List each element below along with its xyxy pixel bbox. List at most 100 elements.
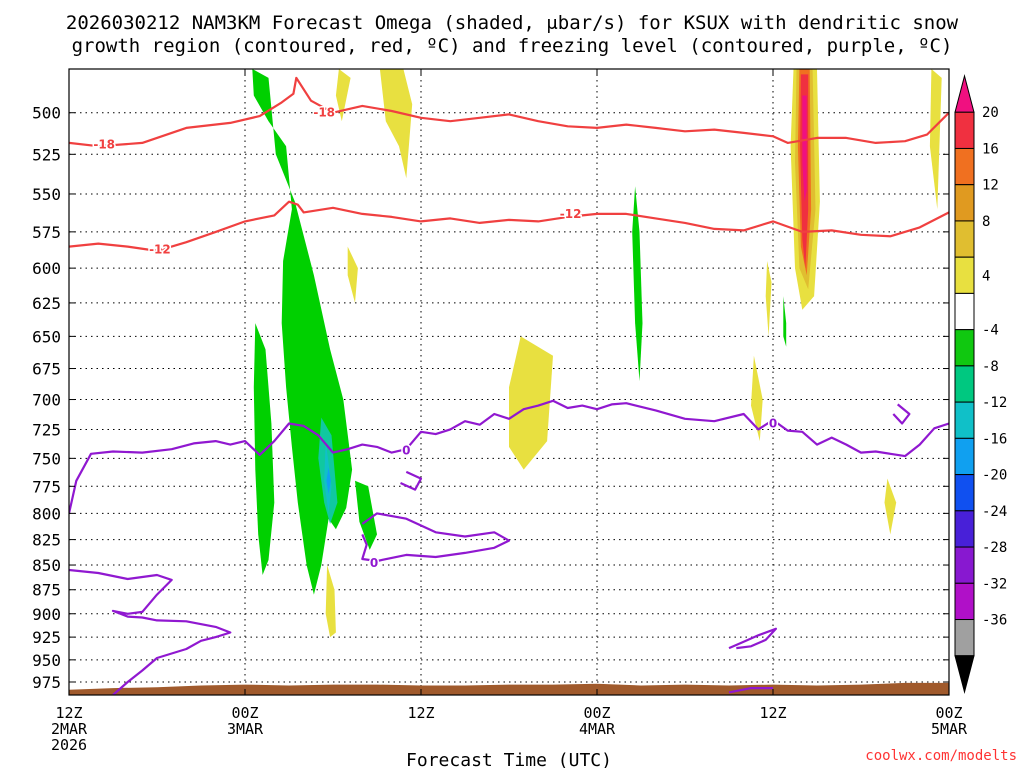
colorbar-swatch xyxy=(954,619,975,657)
temperature-contours: -18 -18 -12 -12 0 0 0 xyxy=(69,76,949,695)
y-tick-label: 600 xyxy=(32,259,61,278)
contour-label: 0 xyxy=(402,443,410,457)
y-tick-label: 725 xyxy=(32,420,61,439)
contour-label: -18 xyxy=(313,106,335,120)
omega-region-yellow xyxy=(347,246,358,303)
y-axis-ticks: 500 525 550 575 600 625 650 675 700 725 750 775 800 8… xyxy=(32,104,949,692)
x-tick-label: 4MAR xyxy=(579,720,616,738)
y-tick-label: 675 xyxy=(32,360,61,379)
colorbar-label: -32 xyxy=(982,576,1007,592)
contour-label: -12 xyxy=(149,242,171,256)
y-tick-label: 575 xyxy=(32,223,61,242)
y-tick-label: 825 xyxy=(32,531,61,550)
x-tick-label: 00Z xyxy=(935,704,962,722)
contour-line xyxy=(361,512,511,563)
x-tick-label: 2MAR xyxy=(51,720,88,738)
omega-region-yellow xyxy=(929,69,942,210)
colorbar-swatch xyxy=(954,546,975,584)
colorbar-label: -16 xyxy=(982,431,1007,447)
omega-region-magenta xyxy=(802,95,807,202)
y-tick-label: 550 xyxy=(32,185,61,204)
x-tick-label: 12Z xyxy=(55,704,82,722)
y-tick-label: 775 xyxy=(32,477,61,496)
omega-region-yellow xyxy=(325,565,336,638)
x-tick-label: 00Z xyxy=(583,704,610,722)
plot-area: -18 -18 -12 -12 0 0 0 xyxy=(68,68,950,696)
y-tick-label: 900 xyxy=(32,605,61,624)
x-tick-label: 12Z xyxy=(759,704,786,722)
x-tick-label: 12Z xyxy=(407,704,434,722)
contour-line xyxy=(69,399,949,514)
colorbar-label: 20 xyxy=(982,105,999,121)
colorbar-label: 12 xyxy=(982,178,999,194)
omega-shading xyxy=(252,69,942,638)
x-tick-label: 5MAR xyxy=(931,720,968,738)
colorbar-swatch xyxy=(954,256,975,294)
contour-line xyxy=(400,470,423,491)
colorbar-label: -36 xyxy=(982,613,1007,629)
colorbar: 20 16 12 8 4 -4 -8 -12 -16 -20 -24 -28 -32 -36 xyxy=(954,74,1007,694)
x-tick-label: 00Z xyxy=(231,704,258,722)
omega-region-yellow xyxy=(379,69,413,179)
omega-region-green xyxy=(355,480,377,550)
contour-line xyxy=(892,403,911,425)
omega-region-yellow xyxy=(335,69,351,122)
colorbar-label: -12 xyxy=(982,395,1007,411)
colorbar-label: -8 xyxy=(982,359,999,375)
x-axis-label: Forecast Time (UTC) xyxy=(406,750,612,768)
contour-label: -18 xyxy=(93,138,115,152)
y-tick-label: 875 xyxy=(32,581,61,600)
colorbar-swatch xyxy=(954,184,975,222)
omega-region-green xyxy=(253,323,275,575)
contour-line xyxy=(69,568,232,695)
y-tick-label: 925 xyxy=(32,628,61,647)
colorbar-swatch xyxy=(954,111,975,149)
colorbar-label: -20 xyxy=(982,468,1007,484)
y-tick-label: 500 xyxy=(32,104,61,123)
y-tick-label: 950 xyxy=(32,651,61,670)
colorbar-bottom-arrow xyxy=(954,655,975,694)
contour-line xyxy=(69,76,949,148)
colorbar-swatch xyxy=(954,437,975,476)
omega-region-green xyxy=(632,186,643,382)
credit-text: coolwx.com/modelts xyxy=(865,748,1017,764)
x-tick-label: 3MAR xyxy=(227,720,264,738)
y-tick-label: 850 xyxy=(32,556,61,575)
colorbar-label: 4 xyxy=(982,268,990,284)
contour-label: -12 xyxy=(560,207,582,221)
colorbar-swatch xyxy=(954,474,975,512)
omega-region-yellow xyxy=(751,355,763,442)
chart-title-line-2: growth region (contoured, red, ºC) and f… xyxy=(72,35,953,57)
contour-label: 0 xyxy=(370,556,378,570)
chart-title-line-1: 2026030212 NAM3KM Forecast Omega (shaded… xyxy=(66,12,959,34)
colorbar-label: -24 xyxy=(982,504,1007,520)
colorbar-swatch xyxy=(954,365,975,403)
omega-region-yellow xyxy=(765,261,772,337)
contour-line xyxy=(728,627,778,650)
y-tick-label: 750 xyxy=(32,449,61,468)
colorbar-swatch xyxy=(954,292,975,331)
y-tick-label: 975 xyxy=(32,673,61,692)
omega-region-yellow xyxy=(884,478,897,535)
contour-line xyxy=(69,200,949,252)
colorbar-top-arrow xyxy=(954,74,975,113)
omega-region-yellow xyxy=(509,336,553,470)
y-tick-label: 625 xyxy=(32,294,61,313)
colorbar-label: 16 xyxy=(982,141,999,157)
colorbar-swatch xyxy=(954,510,975,548)
colorbar-swatch xyxy=(954,220,975,258)
colorbar-label: -4 xyxy=(982,323,999,339)
colorbar-swatch xyxy=(954,147,975,186)
contour-line xyxy=(728,686,773,694)
contour-label: 0 xyxy=(769,417,777,431)
colorbar-swatch xyxy=(954,401,975,439)
omega-region-green xyxy=(783,296,787,347)
y-tick-label: 525 xyxy=(32,145,61,164)
omega-region-blue xyxy=(326,467,331,494)
colorbar-swatch xyxy=(954,329,975,367)
colorbar-label: 8 xyxy=(982,214,990,230)
plot-frame xyxy=(68,68,950,696)
x-tick-label: 2026 xyxy=(51,736,87,754)
